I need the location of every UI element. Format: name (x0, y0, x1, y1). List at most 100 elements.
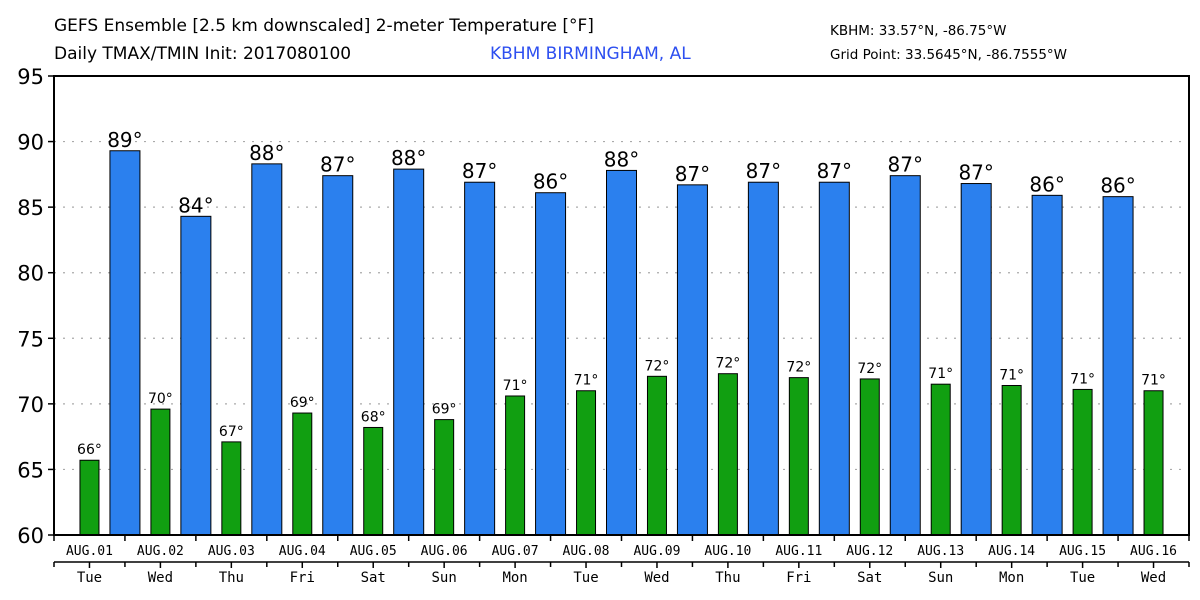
tmax-label: 88° (249, 141, 284, 165)
tmax-bar (180, 215, 212, 536)
tmax-label: 88° (391, 146, 426, 170)
x-date-label: AUG.01 (66, 544, 113, 559)
tmax-label: 87° (462, 159, 497, 183)
x-weekday-label: Tue (1070, 570, 1095, 586)
y-axis: 60 65 70 75 80 85 90 95 (17, 65, 54, 548)
x-weekday-label: Wed (148, 570, 173, 586)
tmin-label: 67° (219, 424, 244, 440)
x-weekday-label: Mon (999, 570, 1024, 586)
x-weekday-label: Wed (1141, 570, 1166, 586)
x-weekday-label: Sat (361, 570, 386, 586)
station-name: KBHM BIRMINGHAM, AL (490, 44, 691, 64)
tmin-label: 72° (786, 360, 811, 376)
tmin-label: 71° (574, 373, 599, 389)
tmax-label: 87° (746, 159, 781, 183)
x-date-label: AUG.15 (1059, 544, 1106, 559)
tmax-label: 89° (107, 128, 142, 152)
tmin-label: 66° (77, 442, 102, 458)
tmax-bar (109, 150, 141, 536)
x-date-label: AUG.11 (775, 544, 822, 559)
x-weekday-label: Sun (928, 570, 953, 586)
tmin-label: 72° (715, 356, 740, 372)
tmin-bar (79, 459, 100, 536)
x-date-label: AUG.08 (563, 544, 610, 559)
chart-title: GEFS Ensemble [2.5 km downscaled] 2-mete… (54, 16, 594, 36)
tmin-label: 72° (857, 361, 882, 377)
tmin-bar (150, 408, 171, 536)
tmin-label: 72° (645, 358, 670, 374)
tmin-bar (646, 375, 667, 536)
x-weekday-label: Tue (573, 570, 598, 586)
tmax-bar (1031, 194, 1063, 536)
grid-point-coordinates: Grid Point: 33.5645°N, -86.7555°W (830, 47, 1067, 63)
tmax-label: 84° (178, 193, 213, 217)
tmax-label: 88° (604, 147, 639, 171)
y-tick-label: 95 (17, 65, 44, 89)
tmax-bar (393, 168, 425, 536)
tmin-label: 71° (1141, 373, 1166, 389)
x-date-label: AUG.06 (421, 544, 468, 559)
x-date-label: AUG.10 (704, 544, 751, 559)
x-date-label: AUG.02 (137, 544, 184, 559)
y-tick-label: 90 (17, 131, 44, 155)
tmax-label: 87° (817, 159, 852, 183)
tmin-bar (576, 390, 597, 536)
x-date-label: AUG.04 (279, 544, 326, 559)
x-date-label: AUG.03 (208, 544, 255, 559)
x-weekday-label: Tue (77, 570, 102, 586)
tmin-label: 71° (1070, 371, 1095, 387)
tmax-label: 86° (1100, 174, 1135, 198)
tmax-bar (1102, 196, 1134, 536)
x-weekday-label: Sun (432, 570, 457, 586)
tmax-bar (606, 169, 637, 536)
tmin-bar (292, 412, 313, 536)
tmin-bar (1072, 388, 1093, 536)
tmin-bar (1143, 390, 1164, 536)
tmax-label: 86° (533, 170, 568, 194)
tmin-bar (788, 377, 809, 536)
tmax-series (109, 150, 1134, 536)
chart-subtitle: Daily TMAX/TMIN Init: 2017080100 (54, 44, 351, 64)
y-tick-label: 70 (17, 393, 44, 417)
x-date-label: AUG.12 (846, 544, 893, 559)
tmax-bar (676, 184, 708, 536)
tmax-bar (464, 181, 496, 536)
y-tick-label: 85 (17, 196, 44, 220)
tmax-label: 87° (888, 153, 923, 177)
tmin-bar (221, 441, 242, 536)
tmin-bar (434, 419, 455, 536)
y-tick-label: 80 (17, 262, 44, 286)
x-weekday-label: Wed (644, 570, 669, 586)
tmin-bar (930, 383, 951, 536)
tmin-label: 68° (361, 409, 386, 425)
tmax-label: 87° (675, 162, 710, 186)
tmax-bar (889, 175, 921, 536)
x-weekday-label: Fri (786, 570, 811, 586)
y-tick-label: 75 (17, 327, 44, 351)
x-weekday-label: Sat (857, 570, 882, 586)
y-tick-label: 60 (17, 524, 44, 548)
tmin-label: 71° (928, 366, 953, 382)
tmin-bar (859, 378, 880, 536)
x-weekday-label: Thu (219, 570, 244, 586)
tmax-label: 87° (320, 153, 355, 177)
tmax-bar (960, 183, 992, 536)
x-date-label: AUG.16 (1130, 544, 1177, 559)
tmin-label: 71° (999, 367, 1024, 383)
x-date-label: AUG.13 (917, 544, 964, 559)
y-tick-label: 65 (17, 458, 44, 482)
tmin-bar (363, 426, 384, 536)
x-date-label: AUG.14 (988, 544, 1035, 559)
tmax-bar (747, 181, 779, 536)
x-date-label: AUG.09 (633, 544, 680, 559)
tmax-label: 86° (1029, 172, 1064, 196)
tmax-bar (818, 181, 850, 536)
x-date-label: AUG.07 (492, 544, 539, 559)
x-weekday-label: Fri (290, 570, 315, 586)
tmin-label: 70° (148, 391, 173, 407)
tmin-label: 69° (432, 402, 457, 418)
station-coordinates: KBHM: 33.57°N, -86.75°W (830, 23, 1006, 39)
x-weekday-label: Mon (502, 570, 527, 586)
tmax-bar (535, 192, 567, 536)
